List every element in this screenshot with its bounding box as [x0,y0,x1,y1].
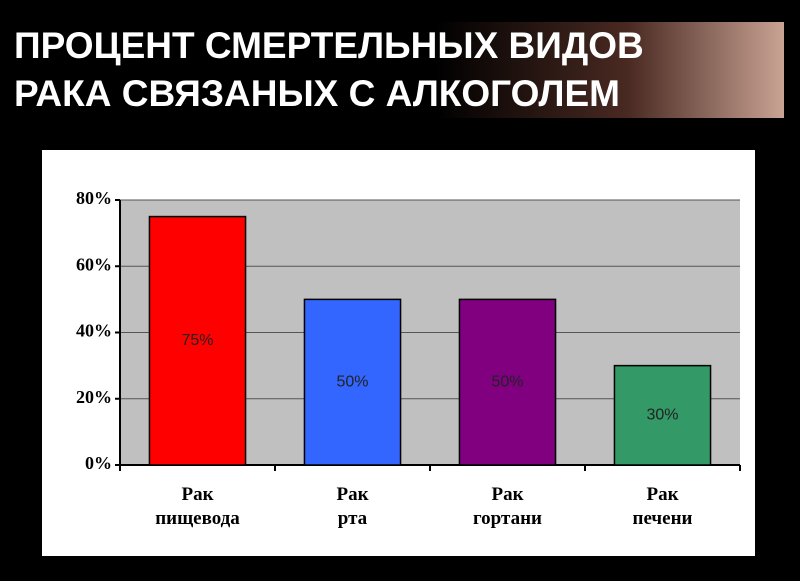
y-tick-label: 0% [85,453,112,473]
value-label: 30% [646,407,678,424]
value-label: 75% [181,332,213,349]
bar [458,298,557,466]
y-tick-label: 60% [76,254,112,274]
x-tick-label: Рак рта [336,484,369,529]
value-label: 50% [491,373,523,390]
y-tick-label: 40% [76,321,112,341]
bar [613,364,712,466]
x-tick-label: Рак пищевода [155,484,240,529]
bar [148,215,247,466]
bar [303,298,402,466]
y-tick-label: 80% [76,188,112,208]
value-label: 50% [336,373,368,390]
x-tick-label: Рак гортани [473,484,542,529]
y-tick-label: 20% [76,387,112,407]
chart-title: ПРОЦЕНТ СМЕРТЕЛЬНЫХ ВИДОВ РАКА СВЯЗАНЫХ … [10,22,784,118]
x-tick-label: Рак печени [632,484,693,529]
